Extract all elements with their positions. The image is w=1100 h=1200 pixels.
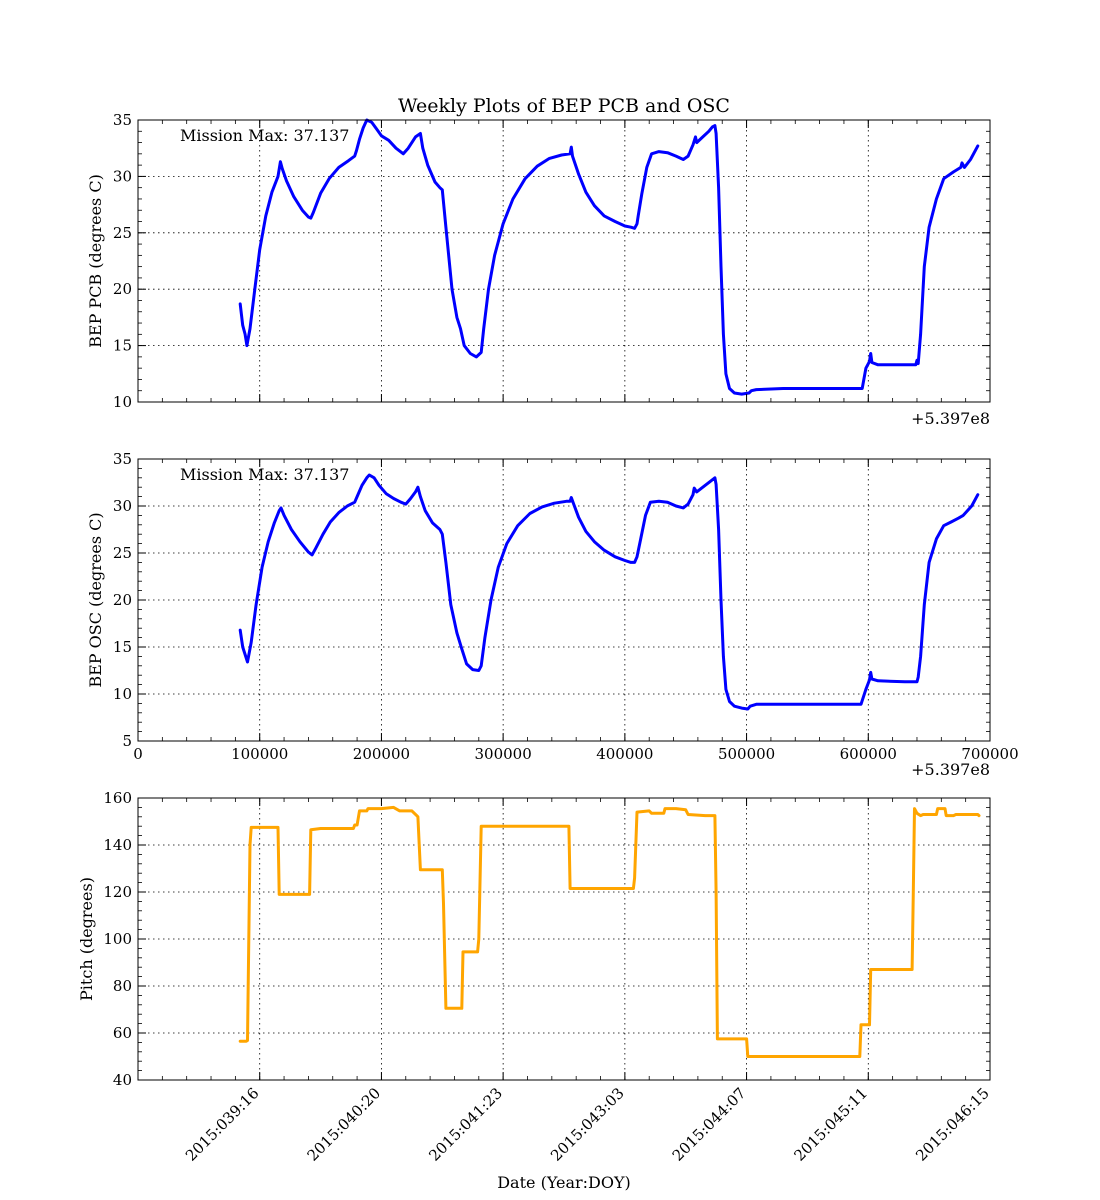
x-axis-label: Date (Year:DOY) [497, 1173, 631, 1192]
y-tick-label: 60 [113, 1024, 132, 1042]
mission-max-annotation: Mission Max: 37.137 [180, 465, 349, 484]
y-tick-label: 80 [113, 977, 132, 995]
mission-max-annotation: Mission Max: 37.137 [180, 126, 349, 145]
x-tick-label: 200000 [353, 745, 410, 763]
y-axis-label: BEP PCB (degrees C) [86, 174, 105, 348]
y-tick-label: 20 [113, 280, 132, 298]
x-tick-label: 400000 [596, 745, 653, 763]
y-tick-label: 140 [103, 836, 132, 854]
series-line-pcb [238, 118, 980, 396]
y-tick-label: 30 [113, 167, 132, 185]
y-tick-label: 5 [122, 732, 132, 750]
x-tick-label: 700000 [961, 745, 1018, 763]
x-tick-label: 300000 [475, 745, 532, 763]
y-tick-label: 25 [113, 224, 132, 242]
y-tick-label: 10 [113, 393, 132, 411]
panel-pcb: 10 15 20 25 30 35 +5.397e8 Mission Max: 37.137 B… [86, 111, 991, 428]
plot-frame [137, 119, 991, 403]
y-tick-label: 100 [103, 930, 132, 948]
figure-title: Weekly Plots of BEP PCB and OSC [398, 95, 730, 117]
y-tick-label: 35 [113, 450, 132, 468]
y-tick-label: 10 [113, 685, 132, 703]
y-tick-label: 40 [113, 1071, 132, 1089]
y-tick-label: 15 [113, 337, 132, 355]
x-tick-label: 0 [133, 745, 143, 763]
y-tick-label: 20 [113, 591, 132, 609]
x-offset-label: +5.397e8 [911, 409, 990, 428]
y-tick-label: 160 [103, 789, 132, 807]
y-tick-label: 35 [113, 111, 132, 129]
y-axis-label: BEP OSC (degrees C) [86, 512, 105, 687]
y-tick-label: 15 [113, 638, 132, 656]
x-tick-label: 600000 [840, 745, 897, 763]
y-axis-label: Pitch (degrees) [77, 877, 96, 1001]
y-tick-label: 25 [113, 544, 132, 562]
series-line-pitch [238, 805, 981, 1058]
y-tick-label: 30 [113, 497, 132, 515]
x-offset-label: +5.397e8 [911, 760, 990, 779]
x-tick-label: 100000 [231, 745, 288, 763]
x-tick-label: 500000 [718, 745, 775, 763]
series-line-osc [238, 473, 980, 711]
panel-osc: 5 10 15 20 25 30 35 0 100000 200000 300000 400000 50… [86, 450, 1019, 779]
y-tick-label: 120 [103, 883, 132, 901]
